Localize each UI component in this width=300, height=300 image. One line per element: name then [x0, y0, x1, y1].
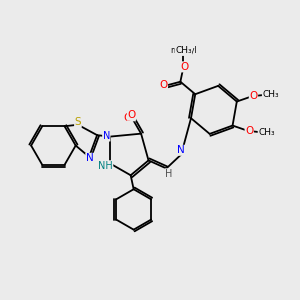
- Text: H: H: [165, 169, 172, 179]
- Text: O: O: [249, 91, 258, 100]
- Text: NH: NH: [98, 161, 113, 171]
- Text: S: S: [75, 117, 81, 128]
- Text: O: O: [181, 62, 189, 72]
- Text: O: O: [245, 127, 253, 136]
- Text: N: N: [86, 153, 94, 163]
- Text: O: O: [123, 112, 131, 123]
- Text: O: O: [159, 80, 168, 90]
- Text: O: O: [128, 110, 136, 120]
- Text: methyl: methyl: [171, 46, 197, 55]
- Text: CH₃: CH₃: [175, 46, 192, 55]
- Text: O: O: [127, 111, 135, 121]
- Text: N: N: [177, 145, 184, 155]
- Text: CH₃: CH₃: [262, 90, 279, 99]
- Text: N: N: [103, 131, 110, 141]
- Text: CH₃: CH₃: [258, 128, 275, 137]
